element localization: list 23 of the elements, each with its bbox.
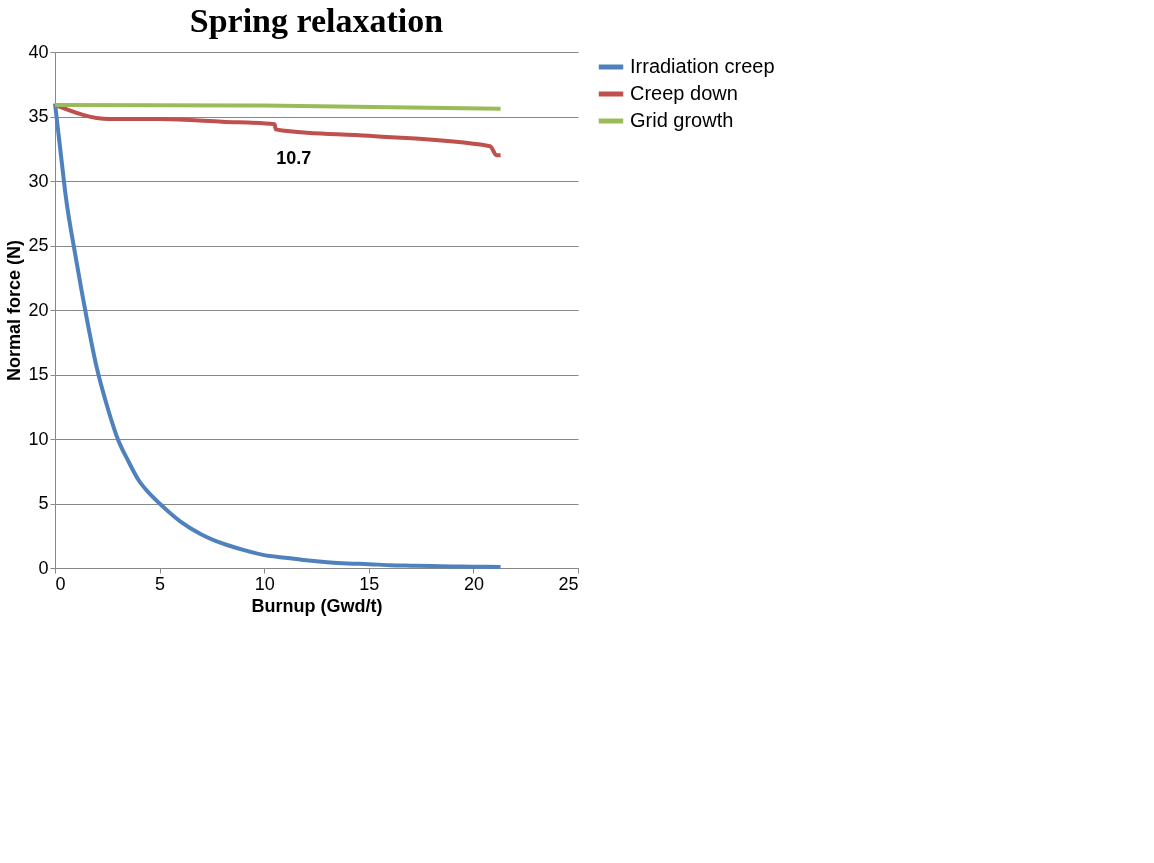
legend-label: Creep down [630,82,738,104]
y-tick-label: 15 [28,364,49,384]
x-axis-title: Burnup (Gwd/t) [251,595,383,616]
x-tick-label: 5 [155,573,166,594]
x-tick-label: 20 [463,573,484,594]
annotation: 10.7 [276,148,312,169]
chart-title: Spring relaxation [189,2,444,39]
x-tick-label: 0 [55,573,66,594]
y-tick-label: 40 [28,41,49,62]
y-tick-label: 35 [28,106,49,126]
legend-label: Irradiation creep [630,55,775,77]
y-axis-title: Normal force (N) [4,239,25,382]
x-tick-label: 10 [254,573,275,594]
x-tick-label: 15 [359,573,380,594]
y-tick-label: 30 [28,170,49,191]
line-series [53,101,503,569]
legend-label: Grid growth [630,109,734,131]
y-tick-label: 10 [28,428,49,449]
x-tick-label: 25 [558,573,579,594]
y-tick-label: 0 [38,557,49,578]
y-tick-label: 25 [28,235,49,255]
y-tick-label: 20 [28,299,49,320]
y-tick-label: 5 [38,493,49,513]
